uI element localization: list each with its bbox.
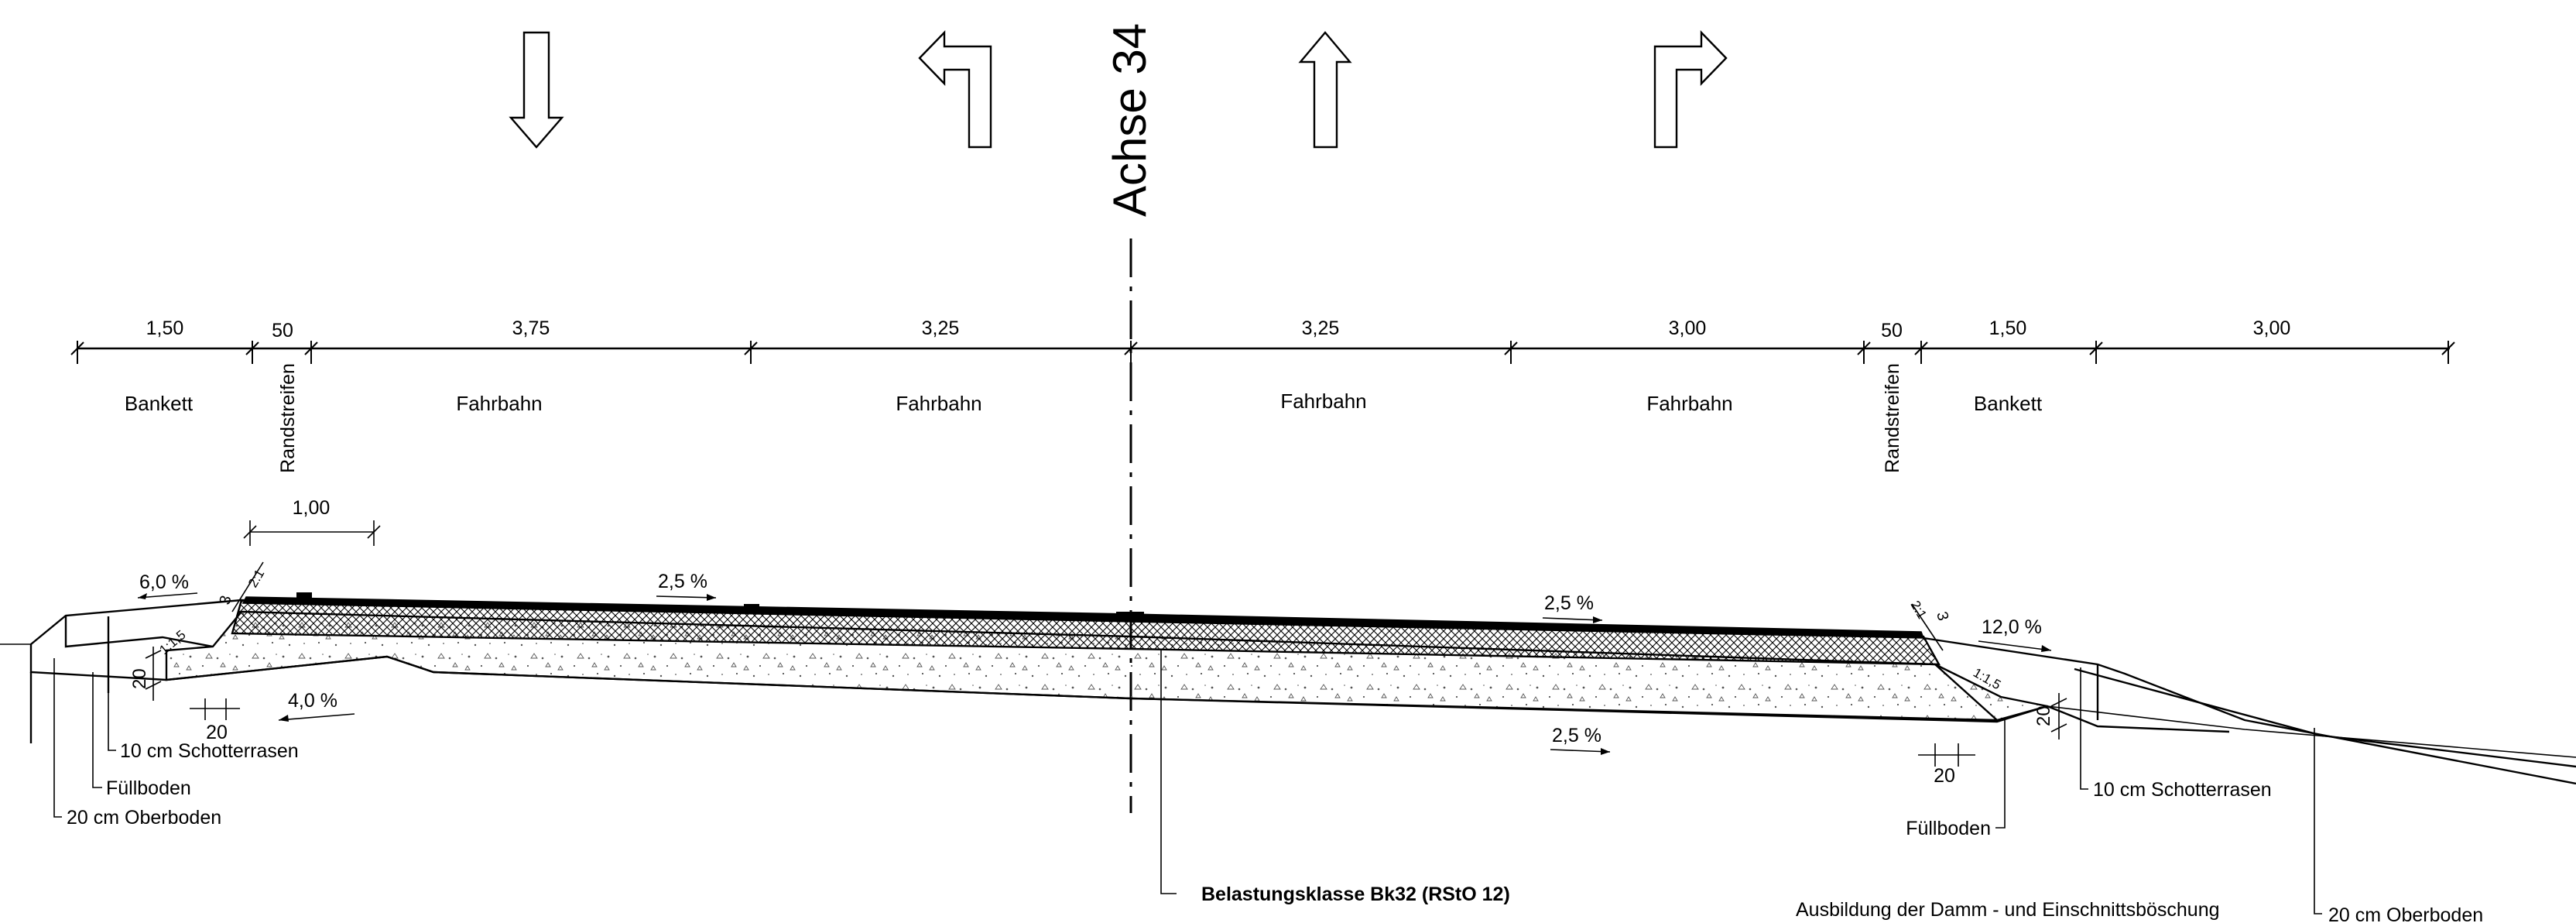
dimension-tick-slash xyxy=(1504,341,1518,355)
callouts: 10 cm Schotterrasen Füllboden 20 cm Ober… xyxy=(53,650,2483,923)
dimension-tick-slash xyxy=(245,341,259,355)
zone-bankett-left: Bankett xyxy=(125,392,194,415)
zone-bankett-right: Bankett xyxy=(1974,392,2043,415)
left-width-20: 20 xyxy=(206,722,228,743)
axis-label: Achse 34 xyxy=(1104,23,1156,217)
dimension-tick-slash xyxy=(744,341,758,355)
slope-bankett-left: 6,0 % xyxy=(139,571,189,593)
dim-embankment-right: 3,00 xyxy=(2253,317,2291,339)
right-width-20: 20 xyxy=(1934,765,1955,787)
slope-lane-right: 2,5 % xyxy=(1544,592,1594,614)
dim-lane-4: 3,00 xyxy=(1669,317,1707,339)
right-edge-3: 3 xyxy=(1933,610,1951,623)
zone-randstreifen-right: Randstreifen xyxy=(1882,363,1903,473)
dim-randstreifen-right: 50 xyxy=(1881,320,1903,341)
dimension-tick-slash xyxy=(2089,341,2103,355)
slope-bankett-right: 12,0 % xyxy=(1982,616,2042,638)
arrow-turn-right-icon xyxy=(1653,30,1728,149)
arrow-down-icon xyxy=(509,31,564,149)
cross-section xyxy=(0,592,2576,785)
dim-lane-3: 3,25 xyxy=(1302,317,1340,339)
dimension-tick-slash xyxy=(1124,341,1138,355)
dimension-tick-slash xyxy=(1857,341,1871,355)
dim-bankett-left: 1,50 xyxy=(146,317,184,339)
callout-oberboden-left: 20 cm Oberboden xyxy=(67,807,221,829)
arrow-up-icon xyxy=(1298,31,1352,149)
slope-lane-left: 2,5 % xyxy=(658,571,707,592)
callout-schotterrasen-right: 10 cm Schotterrasen xyxy=(2093,779,2272,801)
arrow-turn-left-icon xyxy=(918,30,992,149)
callout-boeschung: Ausbildung der Damm - und Einschnittsbös… xyxy=(1796,899,2220,921)
slope-annotations: 6,0 % 2,5 % 2,5 % 12,0 % 4,0 % 2,5 % xyxy=(137,571,2052,755)
zone-fahrbahn-4: Fahrbahn xyxy=(1646,392,1732,415)
dimension-tick-slash xyxy=(70,341,84,355)
callout-fuellboden-left: Füllboden xyxy=(106,777,191,799)
callout-schotterrasen-left: 10 cm Schotterrasen xyxy=(120,740,299,762)
callout-fuellboden-right: Füllboden xyxy=(1906,818,1991,839)
right-thickness-20: 20 xyxy=(2033,705,2054,726)
zone-labels: Bankett Randstreifen Fahrbahn Fahrbahn F… xyxy=(125,363,2043,473)
left-thickness-20: 20 xyxy=(129,668,150,689)
callout-oberboden-right: 20 cm Oberboden xyxy=(2328,904,2483,923)
edge-dimensions: 3 2:1 1:1,5 20 20 3 2:1 1:1,5 20 20 xyxy=(129,561,2067,787)
zone-randstreifen-left: Randstreifen xyxy=(277,363,299,473)
zone-fahrbahn-2: Fahrbahn xyxy=(896,392,981,415)
dimension-chain: 1,50 50 3,75 3,25 3,25 3,00 50 1,50 3,00 xyxy=(70,317,2455,364)
dimension-tick-slash xyxy=(2441,341,2455,355)
callout-belastungsklasse: Belastungsklasse Bk32 (RStO 12) xyxy=(1201,884,1510,905)
shoulder-dimension: 1,00 xyxy=(243,497,381,546)
zone-fahrbahn-3: Fahrbahn xyxy=(1280,389,1366,413)
dim-shoulder: 1,00 xyxy=(293,497,331,519)
dim-lane-2: 3,25 xyxy=(922,317,960,339)
dim-lane-1: 3,75 xyxy=(512,317,550,339)
dim-bankett-right: 1,50 xyxy=(1989,317,2027,339)
dim-randstreifen-left: 50 xyxy=(272,320,293,341)
dimension-tick-slash xyxy=(1914,341,1928,355)
slope-subgrade-right: 2,5 % xyxy=(1552,725,1601,746)
left-edge-3: 3 xyxy=(217,594,235,606)
slope-subgrade-left: 4,0 % xyxy=(288,690,337,712)
right-ratio-2-1: 2:1 xyxy=(1908,599,1930,622)
dimension-tick-slash xyxy=(304,341,318,355)
zone-fahrbahn-1: Fahrbahn xyxy=(456,392,542,415)
